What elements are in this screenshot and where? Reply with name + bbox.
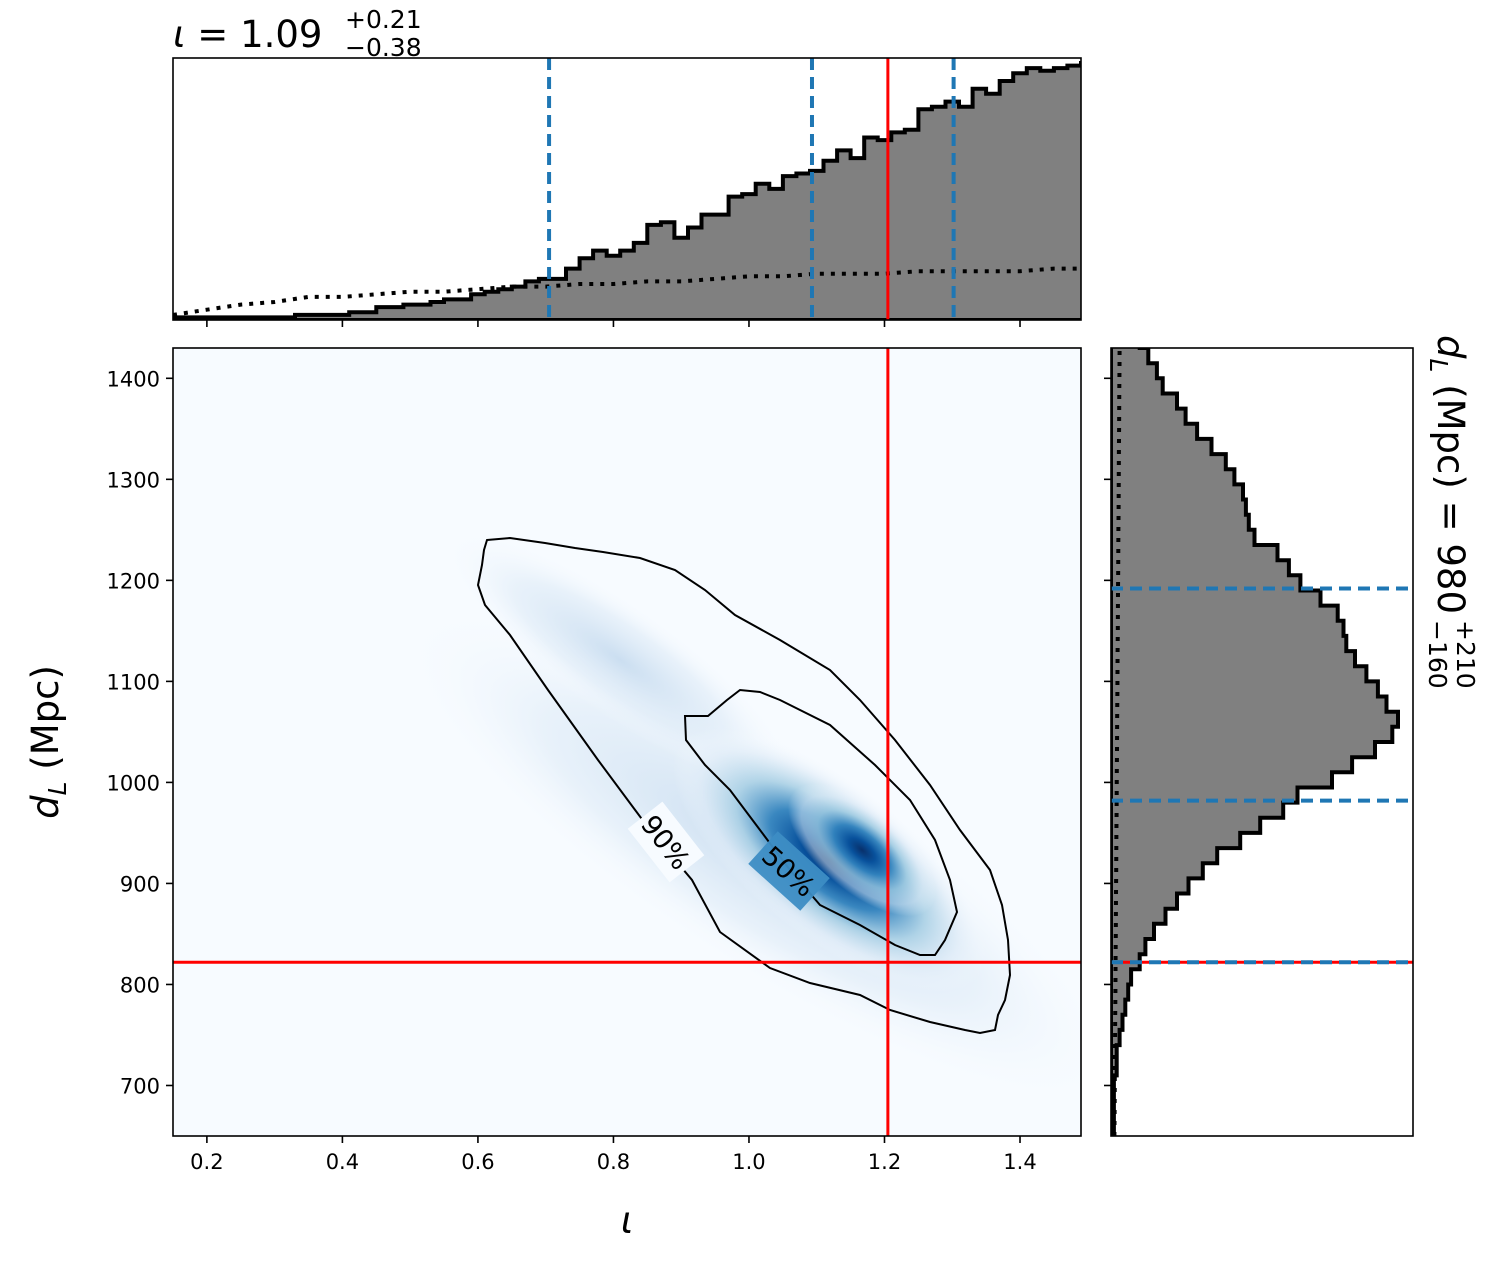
iota-histogram	[173, 61, 1081, 320]
iota-quantile-lines	[547, 58, 956, 320]
dL-panel-frame	[1110, 347, 1414, 1137]
y-tick-label: 1300	[107, 468, 160, 492]
contour-label-90-bg	[627, 801, 705, 883]
x-tick-label: 1.2	[868, 1150, 901, 1174]
dL-quantile-lines	[1111, 586, 1413, 965]
x-tick-label: 0.6	[461, 1150, 494, 1174]
dL-summary-upper: +210	[1451, 620, 1480, 689]
y-axis-label: dL (Mpc)	[24, 665, 72, 819]
x-tick-label: 0.4	[326, 1150, 359, 1174]
dL-histogram	[1111, 348, 1400, 1136]
y-tick-label: 1200	[107, 569, 160, 593]
contour-label-50-bg	[748, 831, 830, 911]
dL-panel-ticks	[1104, 377, 1111, 1087]
iota-summary-lower: −0.38	[345, 33, 422, 62]
truth-lines-main	[173, 348, 1081, 1136]
dL-summary-title: dL (Mpc) = 980 +210 −160	[1423, 335, 1480, 689]
iota-panel-ticks	[206, 320, 1021, 327]
main-axis-ticks: 0.2 0.4 0.6 0.8 1.0 1.2 1.4 700 800 900 1000 1100 12…	[107, 367, 1037, 1174]
y-tick-label: 900	[120, 872, 160, 896]
y-tick-label: 700	[120, 1074, 160, 1098]
y-tick-label: 1100	[107, 670, 160, 694]
iota-panel-frame	[172, 57, 1082, 321]
iota-summary-title: ι = 1.09	[173, 13, 322, 56]
x-tick-label: 0.8	[597, 1150, 630, 1174]
contour-90	[476, 536, 1012, 1035]
x-tick-label: 0.2	[190, 1150, 223, 1174]
y-tick-label: 1400	[107, 367, 160, 391]
density-tail	[445, 531, 795, 789]
contour-50	[683, 688, 959, 956]
dL-marginal-panel: dL (Mpc) = 980 +210 −160	[1104, 335, 1480, 1137]
y-tick-label: 800	[120, 973, 160, 997]
density-peak	[787, 783, 937, 917]
dL-summary-lower: −160	[1423, 620, 1452, 689]
svg-text:dL (Mpc): dL (Mpc)	[24, 665, 72, 819]
iota-marginal-panel: ι = 1.09 +0.21 −0.38	[172, 5, 1082, 327]
x-tick-label: 1.4	[1003, 1150, 1036, 1174]
density-frame	[172, 347, 1082, 1137]
x-axis-label: ι	[621, 1199, 634, 1242]
x-tick-label: 1.0	[732, 1150, 765, 1174]
svg-text:dL (Mpc) = 980: dL (Mpc) = 980	[1424, 335, 1472, 614]
density-panel: 90% 50% 0.2 0.4 0.6 0.8 1.0 1.2 1.470080090010…	[107, 347, 1082, 1174]
iota-summary-upper: +0.21	[345, 5, 422, 34]
y-tick-label: 1000	[107, 771, 160, 795]
